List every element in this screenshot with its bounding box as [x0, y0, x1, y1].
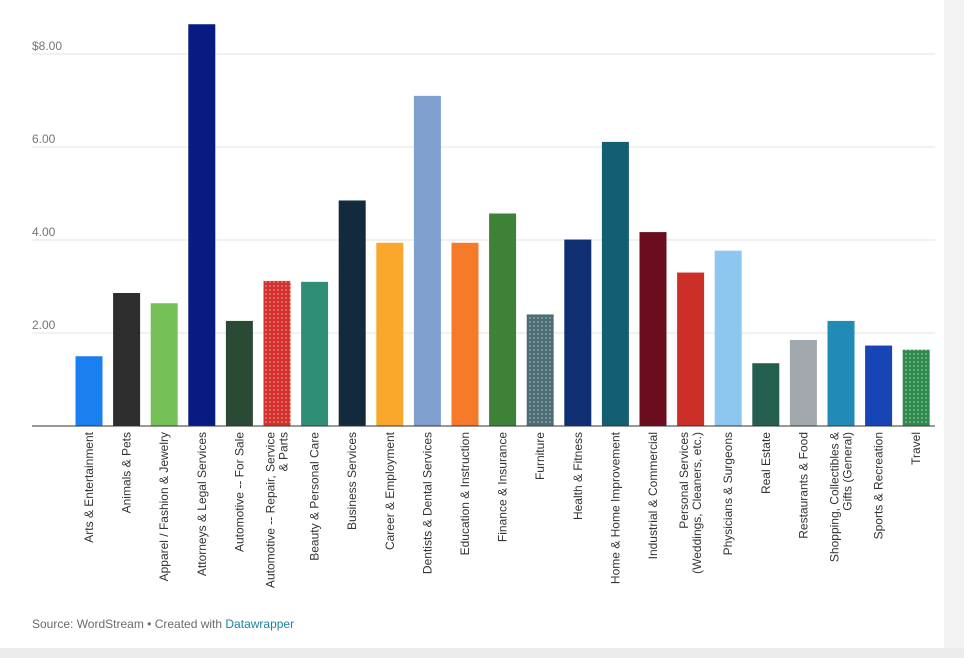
x-tick-label-apparel-fashion-jewelry: Apparel / Fashion & Jewelry [157, 432, 171, 581]
chart-footer: Source: WordStream • Created with Datawr… [32, 617, 294, 631]
category-labels: Arts & Entertainment Animals & Pets Appare… [82, 431, 923, 588]
bar-sports-recreation [865, 345, 893, 426]
x-tick-label-sports-recreation: Sports & Recreation [872, 432, 886, 539]
x-tick-label-business-services: Business Services [345, 432, 359, 530]
bar-texture-furniture [526, 314, 554, 426]
bar-business-services [338, 200, 366, 426]
page-bottom-strip [0, 648, 964, 658]
bar-automotive-for-sale [225, 320, 253, 426]
bar-dentists-dental-services [413, 95, 441, 426]
x-tick-label-animals-pets: Animals & Pets [120, 432, 134, 513]
bar-industrial-commercial [639, 232, 667, 426]
bar-real-estate [752, 363, 780, 426]
x-tick-label-finance-insurance: Finance & Insurance [496, 432, 510, 542]
bar-education-instruction [451, 242, 479, 426]
x-tick-label-arts-entertainment: Arts & Entertainment [82, 431, 96, 542]
bar-career-employment [376, 242, 404, 426]
bar-personal-services-weddings-cleaners-etc [677, 272, 705, 426]
chart-card: 2.00 4.00 6.00 $8.00 Arts & Entertainment An… [0, 0, 944, 648]
x-tick-label-furniture: Furniture [533, 432, 547, 480]
y-tick-label: $8.00 [32, 39, 62, 53]
bar-beauty-personal-care [301, 281, 329, 426]
bar-home-home-improvement [601, 141, 629, 426]
datawrapper-link[interactable]: Datawrapper [225, 617, 295, 631]
bar-apparel-fashion-jewelry [150, 303, 178, 426]
y-tick-label: 4.00 [32, 225, 56, 239]
x-tick-label-health-fitness: Health & Fitness [571, 432, 585, 520]
x-tick-label-personal-services-weddings-cleaners-etc: Personal Services(Weddings, Cleaners, et… [677, 432, 704, 574]
x-tick-label-beauty-personal-care: Beauty & Personal Care [308, 432, 322, 561]
bar-texture-automotive-repair-service-parts [263, 280, 291, 426]
bars [75, 24, 930, 427]
bar-arts-entertainment [75, 356, 103, 426]
x-tick-label-automotive-repair-service-parts: Automotive -- Repair, Service& Parts [264, 432, 291, 588]
x-tick-label-career-employment: Career & Employment [383, 431, 397, 550]
x-tick-label-shopping-collectibles-gifts-general: Shopping, Collectibles &Gifts (General) [828, 432, 855, 562]
x-tick-label-dentists-dental-services: Dentists & Dental Services [420, 432, 434, 574]
x-tick-label-real-estate: Real Estate [759, 432, 773, 494]
bar-animals-pets [113, 293, 141, 426]
x-tick-label-industrial-commercial: Industrial & Commercial [646, 432, 660, 559]
grid-lines: 2.00 4.00 6.00 $8.00 [32, 39, 935, 334]
bar-finance-insurance [489, 213, 517, 426]
x-tick-label-physicians-surgeons: Physicians & Surgeons [721, 432, 735, 555]
source-text: Source: WordStream • Created with [32, 617, 226, 631]
bar-shopping-collectibles-gifts-general [827, 320, 855, 426]
x-tick-label-restaurants-food: Restaurants & Food [796, 432, 810, 539]
x-tick-label-home-home-improvement: Home & Home Improvement [608, 431, 622, 584]
x-tick-label-attorneys-legal-services: Attorneys & Legal Services [195, 432, 209, 576]
bar-chart: 2.00 4.00 6.00 $8.00 Arts & Entertainment An… [32, 24, 935, 588]
bar-health-fitness [564, 239, 592, 426]
bar-restaurants-food [789, 339, 817, 426]
x-tick-label-education-instruction: Education & Instruction [458, 432, 472, 555]
y-tick-label: 6.00 [32, 132, 56, 146]
x-tick-label-automotive-for-sale: Automotive -- For Sale [232, 432, 246, 552]
x-tick-label-travel: Travel [909, 432, 923, 465]
bar-physicians-surgeons [714, 250, 742, 426]
bar-attorneys-legal-services [188, 24, 216, 427]
bar-texture-travel [902, 349, 930, 426]
y-tick-label: 2.00 [32, 318, 56, 332]
